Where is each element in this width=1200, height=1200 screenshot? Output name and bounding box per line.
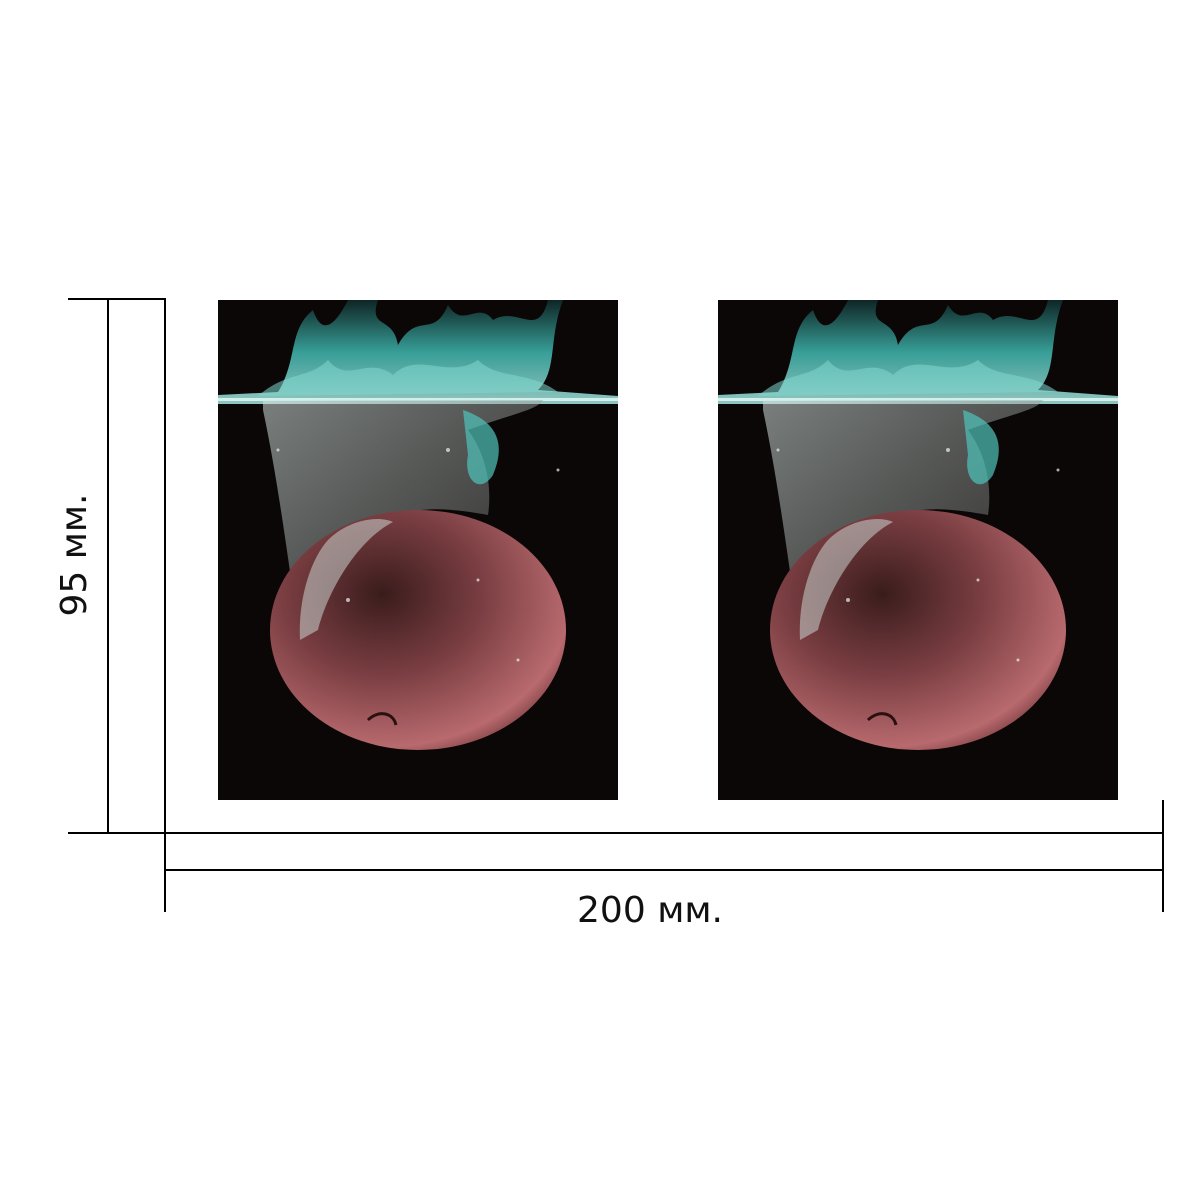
- apple-splash-image: [718, 300, 1118, 800]
- height-dimension-line-outer: [107, 298, 109, 834]
- height-dimension-top-tick: [68, 298, 166, 300]
- apple-splash-photo-left: [218, 300, 618, 800]
- width-dimension-line-lower: [164, 869, 1164, 871]
- height-dimension-bottom-tick: [68, 832, 166, 834]
- width-dimension-right-tick: [1162, 800, 1164, 912]
- width-dimension-label: 200 мм.: [577, 890, 723, 931]
- width-dimension-left-tick: [164, 800, 166, 912]
- height-dimension-label-text: 95 мм.: [54, 493, 95, 617]
- width-dimension-line-upper: [164, 832, 1164, 834]
- height-dimension-line-inner: [164, 298, 166, 834]
- apple-splash-photo-right: [718, 300, 1118, 800]
- apple-splash-image: [218, 300, 618, 800]
